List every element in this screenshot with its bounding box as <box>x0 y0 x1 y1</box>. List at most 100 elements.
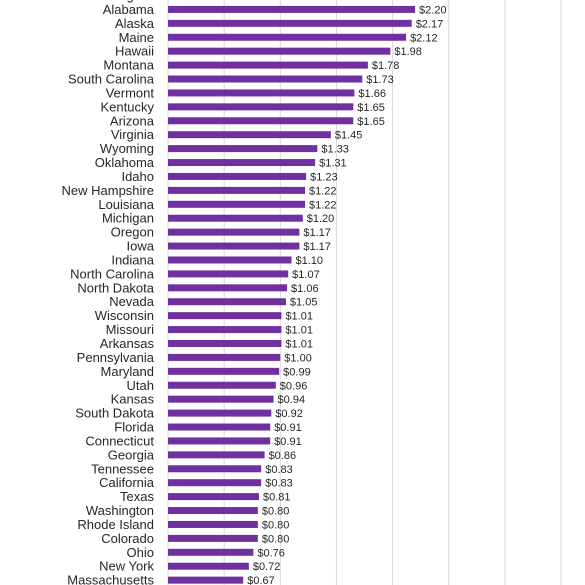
category-label: Massachusetts <box>67 573 154 585</box>
bar <box>168 534 258 542</box>
category-label: Louisiana <box>98 197 154 212</box>
bar <box>168 423 271 431</box>
bar <box>168 326 282 334</box>
value-label: $0.83 <box>265 464 293 476</box>
value-label: $1.06 <box>291 283 319 295</box>
category-label: California <box>99 475 155 490</box>
value-label: $0.86 <box>269 450 297 462</box>
category-label: Florida <box>114 420 155 435</box>
value-label: $0.72 <box>253 561 281 573</box>
value-label: $1.45 <box>335 130 363 142</box>
category-label: Maryland <box>101 364 154 379</box>
bar <box>168 228 300 236</box>
value-label: $0.67 <box>247 575 275 585</box>
category-label: Alaska <box>115 16 155 31</box>
category-label: Pennsylvania <box>77 350 155 365</box>
value-label: $1.17 <box>303 241 331 253</box>
category-label: Maine <box>119 30 154 45</box>
value-label: $1.73 <box>366 74 394 86</box>
category-label: West Virginia <box>78 0 155 3</box>
bar <box>168 270 289 278</box>
category-label: Georgia <box>108 447 155 462</box>
category-label: Idaho <box>121 169 154 184</box>
value-label: $0.91 <box>274 436 302 448</box>
bar <box>168 5 416 13</box>
category-label: Nevada <box>109 294 155 309</box>
gridlines <box>167 0 562 585</box>
value-label: $0.76 <box>257 547 285 559</box>
bar <box>168 159 316 167</box>
bar <box>168 75 363 83</box>
value-label: $0.83 <box>265 478 293 490</box>
value-label: $1.22 <box>309 185 337 197</box>
category-label: Arizona <box>110 113 155 128</box>
bar <box>168 507 258 515</box>
bars <box>168 5 416 584</box>
value-label: $1.31 <box>319 158 347 170</box>
value-label: $1.65 <box>357 116 385 128</box>
category-label: Utah <box>127 378 154 393</box>
category-label: Wyoming <box>100 141 154 156</box>
bar <box>168 576 244 584</box>
value-label: $1.66 <box>358 88 386 100</box>
value-label: $1.05 <box>290 297 318 309</box>
bar <box>168 381 276 389</box>
category-label: Kentucky <box>101 99 155 114</box>
value-label: $0.80 <box>262 506 290 518</box>
bar <box>168 131 331 139</box>
category-label: New York <box>99 559 154 574</box>
category-label: Alabama <box>103 2 155 17</box>
category-label: Ohio <box>127 545 154 560</box>
category-label: Virginia <box>111 127 155 142</box>
value-label: $0.80 <box>262 519 290 531</box>
bar <box>168 562 249 570</box>
bar <box>168 479 262 487</box>
bar <box>168 437 271 445</box>
value-label: $1.07 <box>292 269 320 281</box>
bar <box>168 103 354 111</box>
category-label: Oklahoma <box>95 155 155 170</box>
category-label: Texas <box>120 489 154 504</box>
bar <box>168 61 368 69</box>
category-label: New Hampshire <box>62 183 154 198</box>
category-label: North Carolina <box>70 266 155 281</box>
bar <box>168 298 286 306</box>
value-label: $1.22 <box>309 199 337 211</box>
bar <box>168 284 288 292</box>
category-label: Oregon <box>111 225 154 240</box>
value-label: $2.20 <box>419 4 447 16</box>
bar <box>168 47 391 55</box>
bar <box>168 520 258 528</box>
value-label: $0.91 <box>274 422 302 434</box>
value-label: $1.98 <box>394 46 422 58</box>
bar <box>168 353 281 361</box>
bar <box>168 451 265 459</box>
bar <box>168 493 259 501</box>
bar <box>168 465 262 473</box>
value-label: $0.81 <box>263 492 291 504</box>
value-label: $1.01 <box>285 311 313 323</box>
value-label: $1.01 <box>285 339 313 351</box>
category-label: South Carolina <box>68 72 155 87</box>
value-label: $1.65 <box>357 102 385 114</box>
category-label: Iowa <box>127 239 155 254</box>
bar <box>168 172 307 180</box>
bar <box>168 340 282 347</box>
value-label: $0.94 <box>278 394 306 406</box>
bar <box>168 145 318 153</box>
category-label: Rhode Island <box>77 517 154 532</box>
category-label: Indiana <box>111 252 154 267</box>
value-label: $1.17 <box>303 227 331 239</box>
value-label: $1.23 <box>310 171 338 183</box>
value-labels: $2.20 $2.17 $2.12 $1.98 $1.78 $1.73 $1.66 $1.65… <box>247 4 446 585</box>
category-label: Kansas <box>111 392 155 407</box>
value-label: $2.12 <box>410 32 438 44</box>
value-label: $1.00 <box>284 352 312 364</box>
value-label: $0.96 <box>280 380 308 392</box>
category-label: Wisconsin <box>95 308 154 323</box>
bar <box>168 395 274 403</box>
category-label: Washington <box>86 503 154 518</box>
category-label: Connecticut <box>85 433 154 448</box>
category-label: Missouri <box>106 322 155 337</box>
